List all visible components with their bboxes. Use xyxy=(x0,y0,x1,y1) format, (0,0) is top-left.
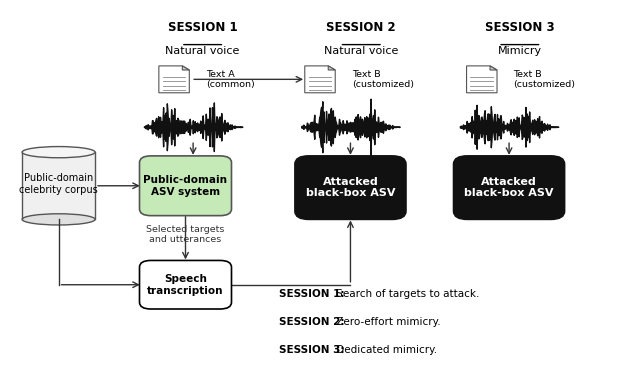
Ellipse shape xyxy=(22,147,95,158)
Polygon shape xyxy=(467,66,497,93)
Text: Zero-effort mimicry.: Zero-effort mimicry. xyxy=(333,317,440,327)
Text: SESSION 2:: SESSION 2: xyxy=(279,317,344,327)
FancyBboxPatch shape xyxy=(140,156,232,216)
Text: Public-domain
ASV system: Public-domain ASV system xyxy=(143,175,227,197)
Text: SESSION 1:: SESSION 1: xyxy=(279,289,344,299)
Text: Attacked
black-box ASV: Attacked black-box ASV xyxy=(464,177,554,199)
Text: Selected targets
and utterances: Selected targets and utterances xyxy=(147,225,225,244)
Text: Search of targets to attack.: Search of targets to attack. xyxy=(333,289,479,299)
Text: SESSION 3:: SESSION 3: xyxy=(279,345,344,355)
Text: SESSION 1: SESSION 1 xyxy=(168,22,237,34)
Text: Attacked
black-box ASV: Attacked black-box ASV xyxy=(306,177,396,199)
Text: Text A
(common): Text A (common) xyxy=(206,70,255,89)
FancyBboxPatch shape xyxy=(295,156,406,219)
Polygon shape xyxy=(328,66,335,70)
Text: Speech
transcription: Speech transcription xyxy=(147,274,224,296)
Polygon shape xyxy=(159,66,189,93)
FancyBboxPatch shape xyxy=(454,156,564,219)
Text: Public-domain
celebrity corpus: Public-domain celebrity corpus xyxy=(19,173,98,195)
Text: SESSION 2: SESSION 2 xyxy=(326,22,396,34)
Polygon shape xyxy=(490,66,497,70)
Text: Mimicry: Mimicry xyxy=(498,46,542,56)
Text: Text B
(customized): Text B (customized) xyxy=(352,70,413,89)
FancyBboxPatch shape xyxy=(140,260,232,309)
Text: Dedicated mimicry.: Dedicated mimicry. xyxy=(333,345,437,355)
Text: SESSION 3: SESSION 3 xyxy=(485,22,555,34)
Polygon shape xyxy=(182,66,189,70)
Polygon shape xyxy=(305,66,335,93)
Polygon shape xyxy=(22,152,95,219)
Text: Text B
(customized): Text B (customized) xyxy=(513,70,575,89)
Text: Natural voice: Natural voice xyxy=(324,46,399,56)
Ellipse shape xyxy=(22,214,95,225)
Text: Natural voice: Natural voice xyxy=(166,46,240,56)
